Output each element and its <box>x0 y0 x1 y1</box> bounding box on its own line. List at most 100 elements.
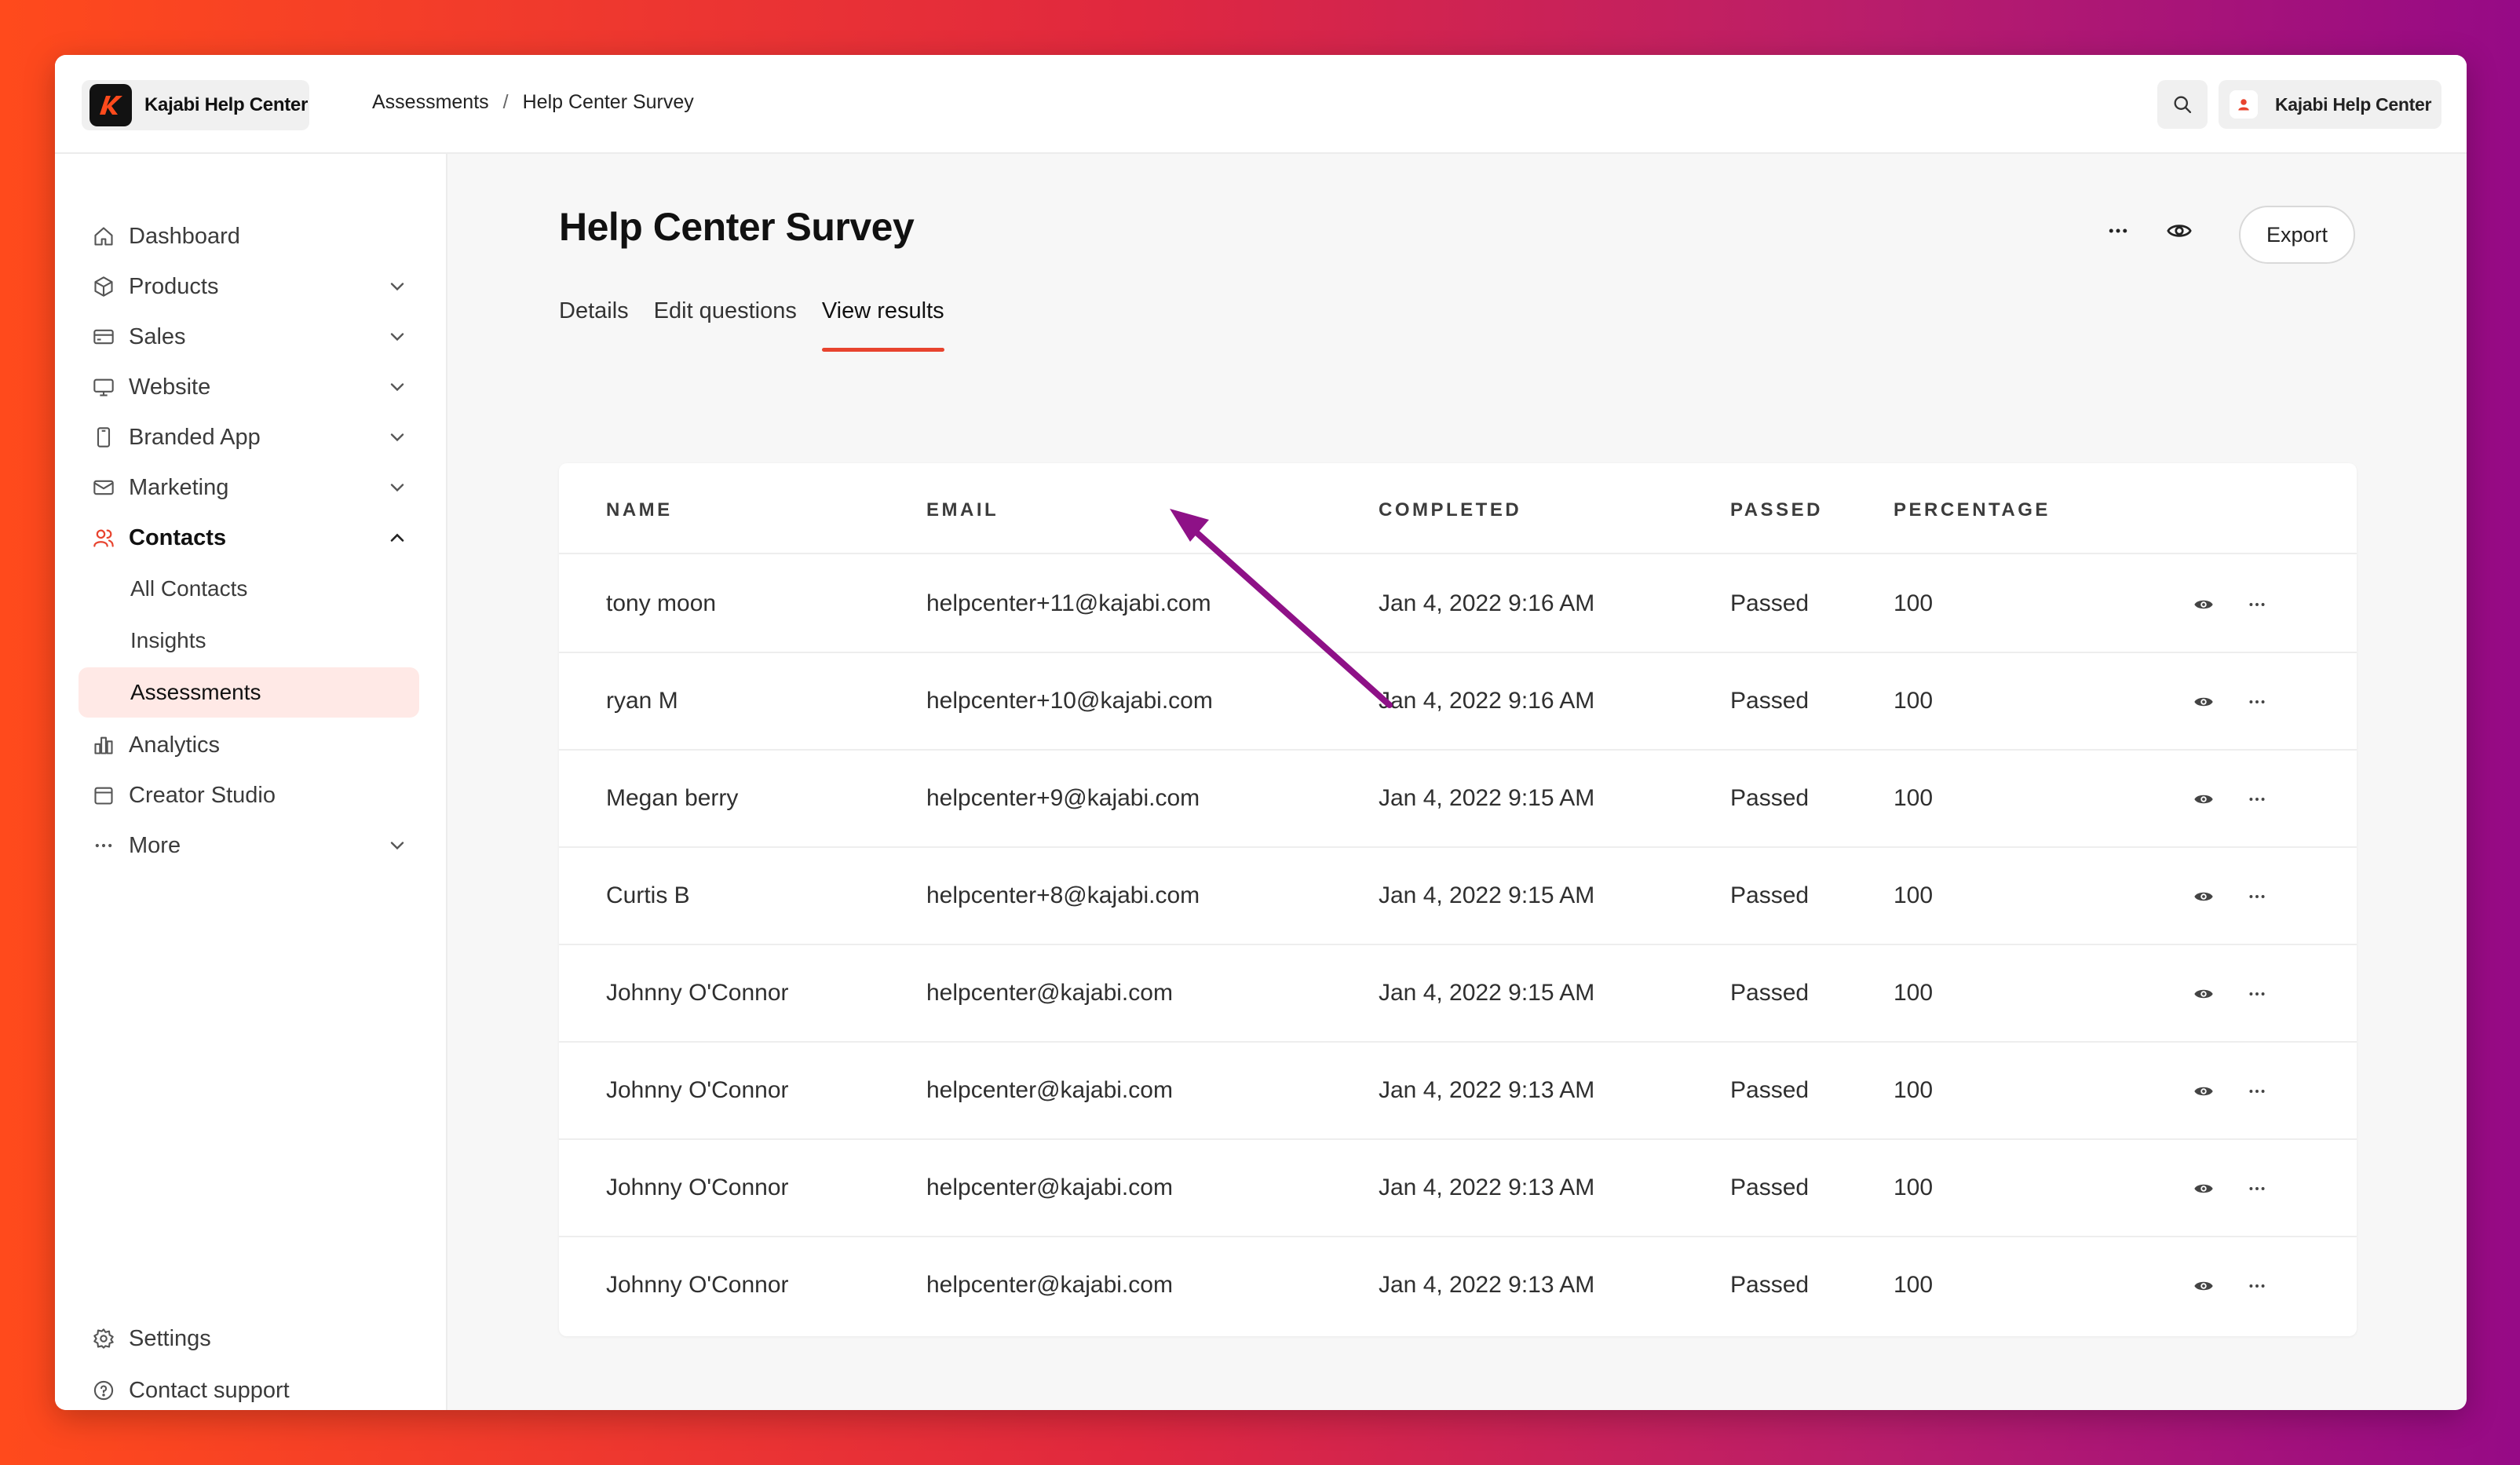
export-button[interactable]: Export <box>2239 206 2355 264</box>
eye-icon <box>2194 795 2213 804</box>
main-content: Help Center Survey Export Details Edit q… <box>447 154 2467 1410</box>
row-more-button[interactable] <box>2244 1275 2270 1297</box>
phone-icon <box>91 425 116 450</box>
cell-completed: Jan 4, 2022 9:15 AM <box>1379 785 1595 811</box>
more-horizontal-icon <box>2249 1187 2265 1190</box>
row-more-button[interactable] <box>2244 594 2270 616</box>
view-response-button[interactable] <box>2190 691 2217 713</box>
sidebar-subitem-label: Assessments <box>130 680 261 704</box>
sidebar-item-label: Contact support <box>129 1377 290 1403</box>
sidebar-subitem-all-contacts[interactable]: All Contacts <box>79 564 419 614</box>
cell-percentage: 100 <box>1894 1272 1934 1298</box>
sidebar-item-contacts[interactable]: Contacts <box>79 513 419 562</box>
more-horizontal-icon <box>2249 603 2265 606</box>
table-row[interactable]: Johnny O'Connor helpcenter@kajabi.com Jan … <box>559 1043 2357 1140</box>
cell-passed: Passed <box>1730 980 1810 1006</box>
sidebar-item-more[interactable]: More <box>79 821 419 870</box>
cell-passed: Passed <box>1730 590 1810 616</box>
column-header-email[interactable]: EMAIL <box>926 499 999 521</box>
sidebar-item-analytics[interactable]: Analytics <box>79 721 419 769</box>
sidebar-item-marketing[interactable]: Marketing <box>79 463 419 512</box>
more-horizontal-icon <box>2109 228 2127 233</box>
cell-completed: Jan 4, 2022 9:15 AM <box>1379 882 1595 908</box>
account-menu-button[interactable]: Kajabi Help Center <box>2219 80 2441 129</box>
top-bar: Kajabi Help Center Assessments / Help Ce… <box>55 55 2467 154</box>
cell-passed: Passed <box>1730 688 1810 714</box>
table-row[interactable]: Johnny O'Connor helpcenter@kajabi.com Jan … <box>559 1237 2357 1335</box>
cell-name: Megan berry <box>606 785 739 811</box>
table-row[interactable]: Johnny O'Connor helpcenter@kajabi.com Jan … <box>559 1140 2357 1237</box>
more-options-button[interactable] <box>2102 215 2134 247</box>
tab-view-results[interactable]: View results <box>821 292 944 352</box>
chevron-up-icon <box>390 533 404 542</box>
row-more-button[interactable] <box>2244 886 2270 908</box>
cell-percentage: 100 <box>1894 688 1934 714</box>
chevron-down-icon <box>390 333 404 342</box>
row-more-button[interactable] <box>2244 983 2270 1005</box>
table-row[interactable]: Megan berry helpcenter+9@kajabi.com Jan 4,… <box>559 751 2357 848</box>
tab-edit-questions[interactable]: Edit questions <box>653 298 797 323</box>
eye-icon <box>2167 225 2192 237</box>
column-header-percentage[interactable]: PERCENTAGE <box>1894 499 2051 521</box>
preview-button[interactable] <box>2164 215 2195 247</box>
more-horizontal-icon <box>2249 700 2265 703</box>
brand-name: Kajabi Help Center <box>144 94 308 115</box>
view-response-button[interactable] <box>2190 1178 2217 1200</box>
search-button[interactable] <box>2157 80 2208 129</box>
column-header-passed[interactable]: PASSED <box>1730 499 1823 521</box>
row-more-button[interactable] <box>2244 788 2270 810</box>
sidebar-subitem-assessments[interactable]: Assessments <box>79 667 419 718</box>
cell-email: helpcenter@kajabi.com <box>926 980 1173 1006</box>
view-response-button[interactable] <box>2190 1080 2217 1102</box>
sidebar-item-label: Marketing <box>129 474 229 500</box>
cell-email: helpcenter@kajabi.com <box>926 1272 1173 1298</box>
table-row[interactable]: tony moon helpcenter+11@kajabi.com Jan 4, … <box>559 556 2357 653</box>
sidebar-item-settings[interactable]: Settings <box>79 1314 419 1363</box>
view-response-button[interactable] <box>2190 788 2217 810</box>
sidebar-item-dashboard[interactable]: Dashboard <box>79 212 419 261</box>
row-more-button[interactable] <box>2244 1080 2270 1102</box>
box-icon <box>91 274 116 299</box>
table-row[interactable]: Johnny O'Connor helpcenter@kajabi.com Jan … <box>559 945 2357 1043</box>
sidebar-item-products[interactable]: Products <box>79 262 419 311</box>
sidebar-item-branded-app[interactable]: Branded App <box>79 413 419 462</box>
sidebar-item-label: Dashboard <box>129 223 240 249</box>
eye-icon <box>2194 697 2213 707</box>
eye-icon <box>2194 892 2213 901</box>
view-response-button[interactable] <box>2190 983 2217 1005</box>
column-header-completed[interactable]: COMPLETED <box>1379 499 1522 521</box>
cell-email: helpcenter@kajabi.com <box>926 1077 1173 1103</box>
breadcrumb: Assessments / Help Center Survey <box>372 91 694 114</box>
cell-completed: Jan 4, 2022 9:16 AM <box>1379 590 1595 616</box>
cell-completed: Jan 4, 2022 9:13 AM <box>1379 1272 1595 1298</box>
table-row[interactable]: ryan M helpcenter+10@kajabi.com Jan 4, 202… <box>559 653 2357 751</box>
sidebar-item-label: Contacts <box>129 524 227 550</box>
view-response-button[interactable] <box>2190 886 2217 908</box>
monitor-icon <box>91 374 116 400</box>
tab-details[interactable]: Details <box>559 298 629 323</box>
sidebar-item-creator-studio[interactable]: Creator Studio <box>79 771 419 820</box>
cell-email: helpcenter+8@kajabi.com <box>926 882 1200 908</box>
table-row[interactable]: Curtis B helpcenter+8@kajabi.com Jan 4, 20… <box>559 848 2357 945</box>
avatar <box>2230 90 2258 119</box>
home-icon <box>91 224 116 249</box>
breadcrumb-separator: / <box>502 91 509 113</box>
sidebar-item-sales[interactable]: Sales <box>79 312 419 361</box>
column-header-name[interactable]: NAME <box>606 499 673 521</box>
tab-bar: Details Edit questions View results <box>559 292 970 352</box>
sidebar-item-contact-support[interactable]: Contact support <box>79 1366 419 1410</box>
row-more-button[interactable] <box>2244 691 2270 713</box>
view-response-button[interactable] <box>2190 594 2217 616</box>
site-switcher[interactable]: Kajabi Help Center <box>82 80 309 130</box>
sidebar-item-website[interactable]: Website <box>79 363 419 411</box>
breadcrumb-assessments[interactable]: Assessments <box>372 91 489 113</box>
row-more-button[interactable] <box>2244 1178 2270 1200</box>
app-window: Kajabi Help Center Assessments / Help Ce… <box>55 55 2467 1410</box>
sidebar-item-label: Sales <box>129 323 186 349</box>
sidebar-item-label: Branded App <box>129 424 261 450</box>
view-response-button[interactable] <box>2190 1275 2217 1297</box>
cell-percentage: 100 <box>1894 785 1934 811</box>
sidebar-subitem-insights[interactable]: Insights <box>79 616 419 666</box>
chevron-down-icon <box>390 433 404 442</box>
calendar-icon <box>91 783 116 808</box>
